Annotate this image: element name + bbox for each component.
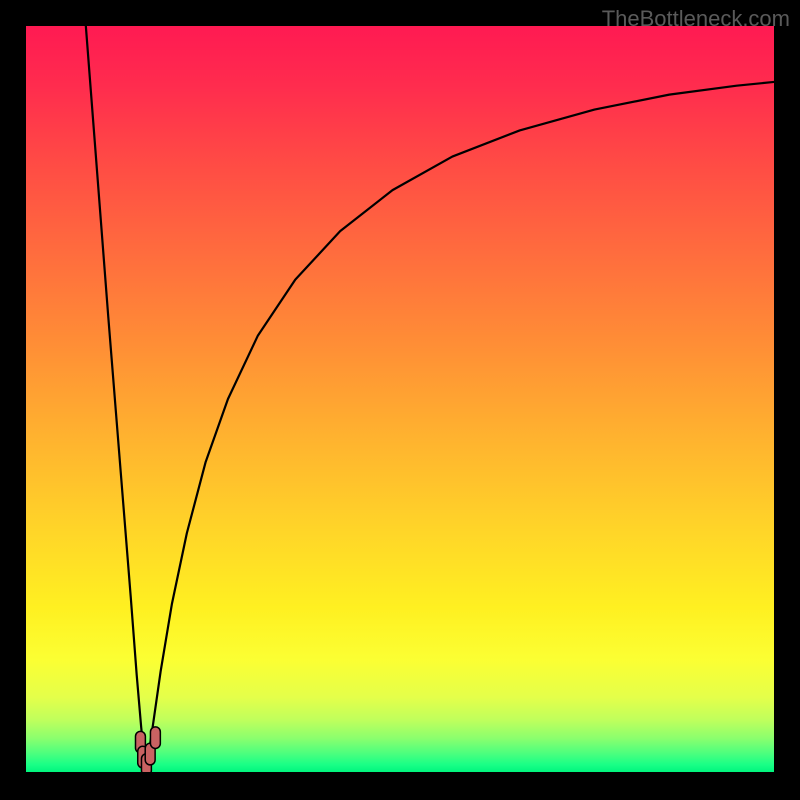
plot-area xyxy=(26,26,774,772)
marker-point xyxy=(150,727,160,749)
watermark-text: TheBottleneck.com xyxy=(602,6,790,32)
gradient-background xyxy=(26,26,774,772)
chart-svg xyxy=(26,26,774,772)
chart-container: TheBottleneck.com xyxy=(0,0,800,800)
